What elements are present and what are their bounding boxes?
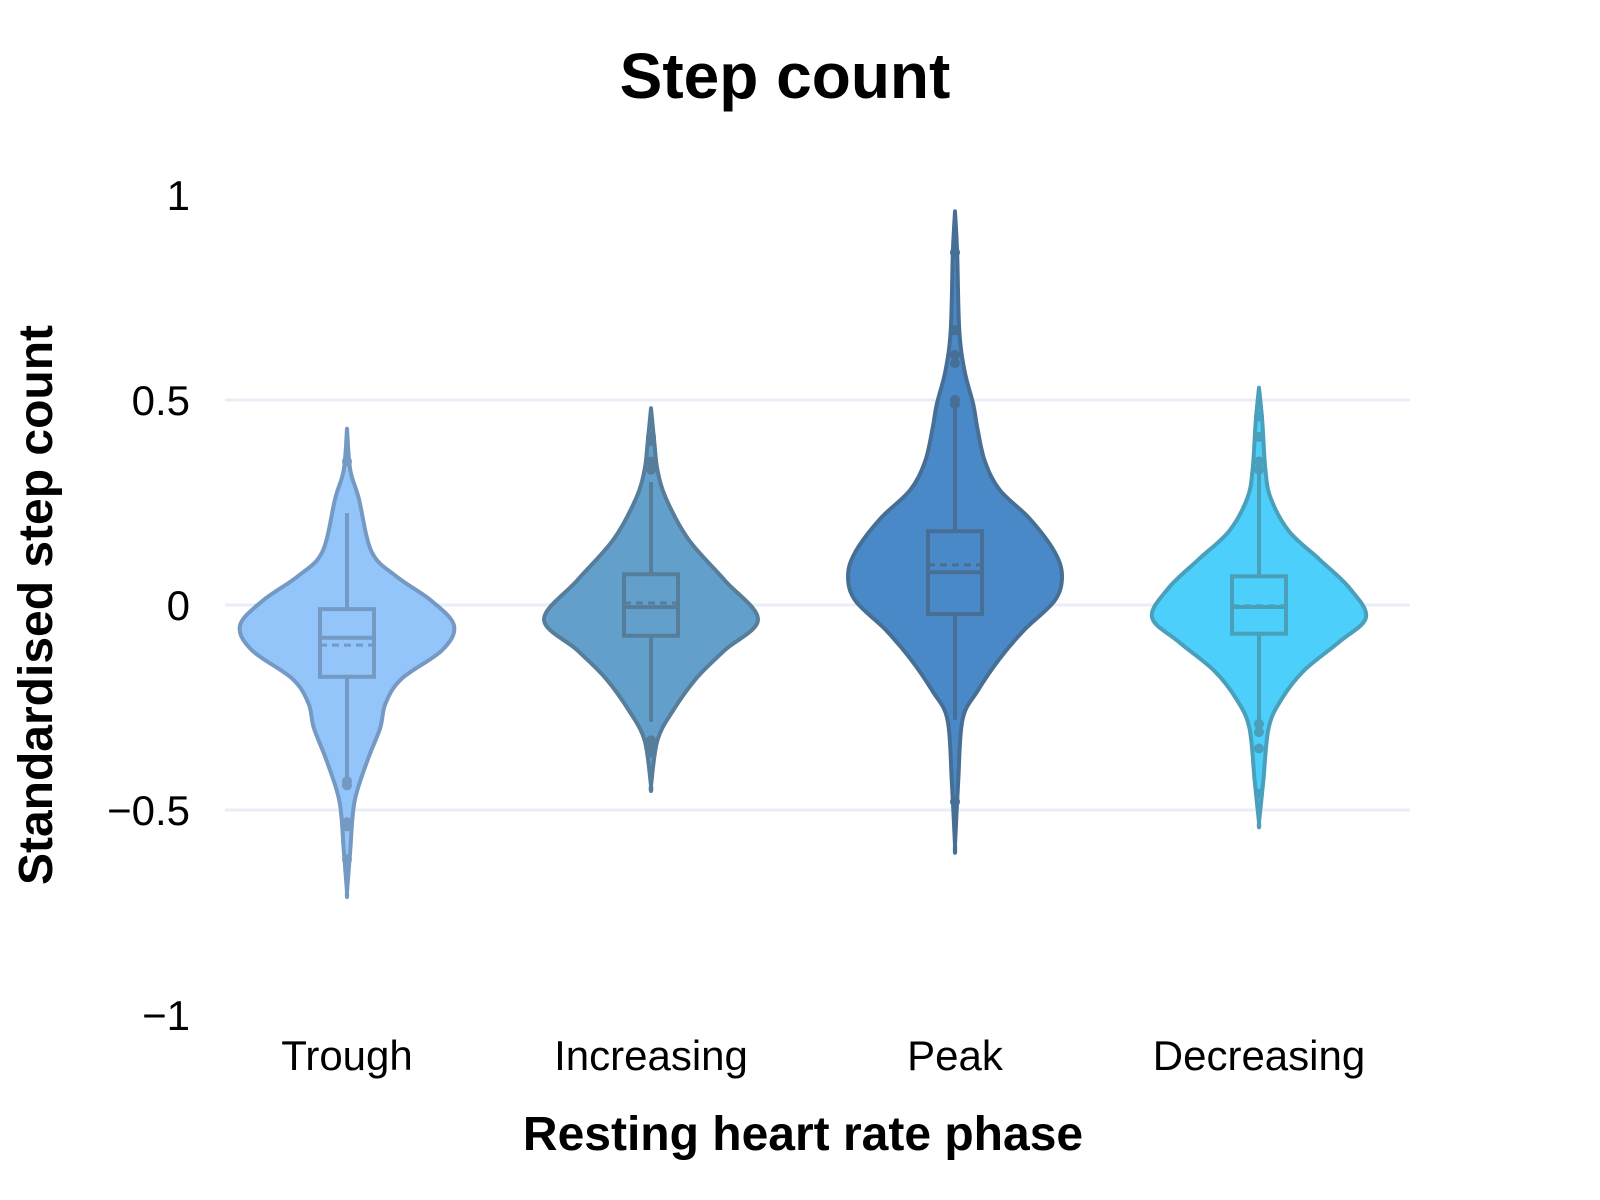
y-tick-label: 0 [167, 582, 190, 629]
x-tick-label: Peak [907, 1032, 1004, 1079]
outlier-point [1254, 456, 1264, 467]
y-tick-label: −1 [142, 992, 190, 1039]
outlier-point [646, 464, 656, 475]
y-tick-label: 1 [167, 172, 190, 219]
x-axis-title: Resting heart rate phase [523, 1108, 1083, 1161]
outlier-point [950, 325, 960, 336]
outlier-point [950, 796, 960, 807]
x-tick-label: Decreasing [1153, 1032, 1365, 1079]
outlier-point [342, 854, 352, 865]
y-tick-labels: 1 0.5 0 −0.5 −1 [107, 172, 190, 1039]
outlier-point [646, 747, 656, 758]
outlier-point [646, 436, 656, 446]
y-tick-label: 0.5 [132, 377, 190, 424]
violin-decreasing [1149, 385, 1369, 830]
violins [237, 209, 1369, 900]
outlier-point [1254, 431, 1264, 442]
violin-increasing [542, 406, 760, 794]
box [318, 607, 376, 679]
violin-body [542, 406, 760, 794]
outlier-point [646, 456, 656, 467]
outlier-point [1254, 788, 1264, 799]
outlier-point [950, 349, 960, 360]
outlier-point [342, 456, 352, 467]
outlier-point [342, 780, 352, 791]
outlier-point [950, 247, 960, 258]
outlier-point [342, 821, 352, 832]
outlier-point [950, 399, 960, 410]
outlier-point [1254, 718, 1264, 729]
y-tick-label: −0.5 [107, 787, 190, 834]
chart-title: Step count [620, 40, 951, 112]
outlier-point [1254, 727, 1264, 738]
x-tick-labels: Trough Increasing Peak Decreasing [281, 1032, 1365, 1079]
x-tick-label: Trough [281, 1032, 413, 1079]
violin-trough [237, 426, 457, 900]
violin-peak [846, 209, 1064, 855]
violin-body [237, 426, 457, 900]
outlier-point [1254, 464, 1264, 475]
outlier-point [646, 735, 656, 746]
outlier-point [950, 358, 960, 369]
y-axis-title: Standardised step count [10, 325, 63, 885]
x-tick-label: Increasing [554, 1032, 748, 1079]
box [622, 572, 680, 638]
outlier-point [1254, 411, 1264, 422]
outlier-point [1254, 743, 1264, 754]
